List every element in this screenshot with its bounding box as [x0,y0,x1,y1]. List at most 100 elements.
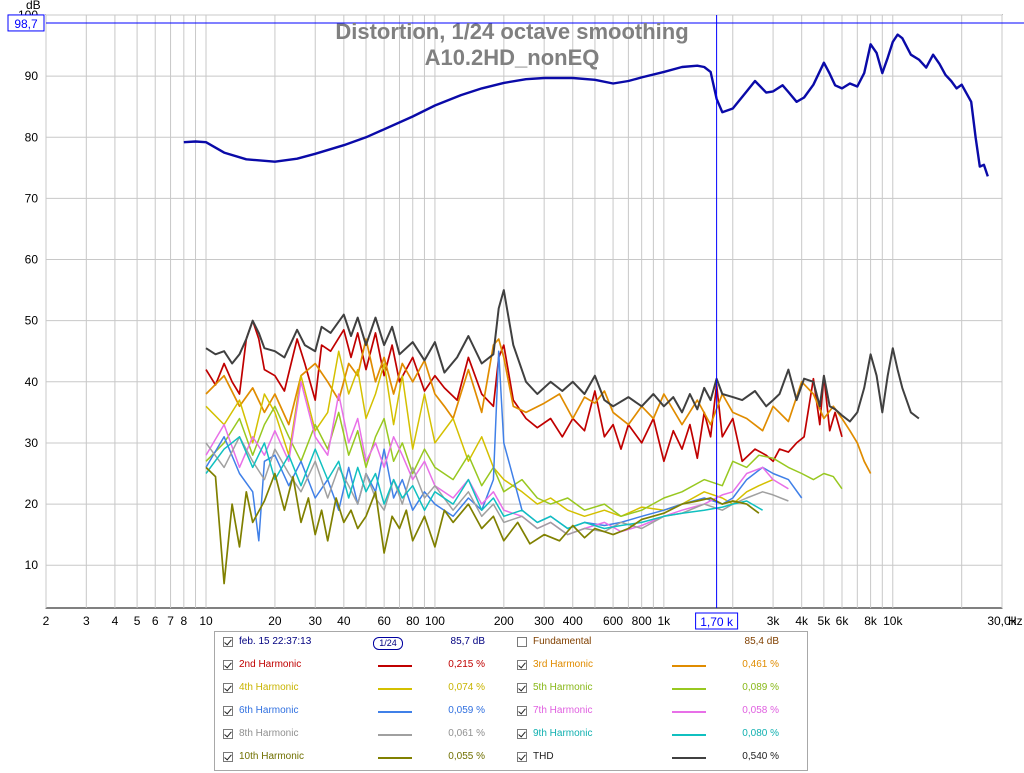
legend-item[interactable]: 10th Harmonic [223,751,304,762]
series-line-thd [205,289,920,423]
legend-checkbox[interactable] [223,682,233,693]
x-tick-label: 400 [563,614,583,628]
x-tick-label: 20 [268,614,282,628]
legend-item[interactable]: Fundamental [517,636,591,647]
legend-swatch [672,734,706,736]
legend-label: THD [533,751,554,762]
legend-row: 4th Harmonic 0,074 % 5th Harmonic 0,089 % [215,679,807,701]
x-tick-label: 8 [180,614,187,628]
y-tick-label: 40 [25,375,39,389]
legend-value: 0,059 % [448,705,485,716]
legend-row: 6th Harmonic 0,059 % 7th Harmonic 0,058 % [215,702,807,724]
legend-label: 5th Harmonic [533,682,593,693]
cursor-y-readout-box [7,14,45,32]
legend-item[interactable]: 7th Harmonic [517,705,592,716]
legend-label: 3rd Harmonic [533,659,594,670]
x-tick-label: 10k [883,614,903,628]
x-tick-label: 5k [818,614,832,628]
legend-checkbox[interactable] [223,728,233,739]
x-tick-label: 10 [199,614,213,628]
series-line-10th-harmonic [205,466,760,585]
x-tick-label: 60 [377,614,391,628]
x-tick-label: 4k [795,614,809,628]
legend-checkbox[interactable] [517,751,527,762]
legend-swatch [378,688,412,690]
x-tick-label: 30,0k [987,614,1017,628]
legend-label: 7th Harmonic [533,705,593,716]
y-tick-label: 10 [25,558,39,572]
legend-checkbox[interactable] [223,659,233,670]
cursor-y-readout: 98,7 [14,17,38,31]
legend-value: 0,061 % [448,728,485,739]
x-tick-label: 80 [406,614,420,628]
series-line-5th-harmonic [205,405,843,518]
legend-item[interactable]: 6th Harmonic [223,705,298,716]
series-line-2nd-harmonic [205,319,843,463]
y-tick-label: 90 [25,69,39,83]
y-tick-label: 80 [25,130,39,144]
legend-row: feb. 15 22:37:13 1/24 85,7 dB Fundamental 85… [215,633,807,655]
x-tick-label: 8k [864,614,878,628]
legend-checkbox[interactable] [517,636,527,647]
x-tick-label: 7 [167,614,174,628]
legend-label: 9th Harmonic [533,728,593,739]
y-tick-label: 30 [25,436,39,450]
legend-swatch [378,757,412,759]
smoothing-badge[interactable]: 1/24 [373,637,403,650]
legend-value: 0,540 % [742,751,779,762]
legend-value: 0,089 % [742,682,779,693]
legend-item[interactable]: 3rd Harmonic [517,659,593,670]
x-tick-label: 3k [767,614,781,628]
legend-swatch [672,688,706,690]
legend-swatch [378,734,412,736]
legend-value: 0,074 % [448,682,485,693]
legend-item[interactable]: 8th Harmonic [223,728,298,739]
x-tick-label: 40 [337,614,351,628]
x-tick-label: 5 [134,614,141,628]
legend-checkbox[interactable] [517,659,527,670]
legend-label: 6th Harmonic [239,705,299,716]
plot-frame [45,14,1003,609]
cursor-x-readout-box [695,612,739,630]
legend-value: 0,080 % [742,728,779,739]
chart-subtitle: A10.2HD_nonEQ [425,45,600,70]
x-tick-label: 1k [658,614,672,628]
legend-value: 0,215 % [448,659,485,670]
x-tick-label: 30 [309,614,323,628]
legend-item[interactable]: feb. 15 22:37:13 [223,636,311,647]
x-tick-label: 3 [83,614,90,628]
x-tick-label: 6k [836,614,850,628]
legend-checkbox[interactable] [223,751,233,762]
legend-value: 85,7 dB [450,636,485,647]
legend-item[interactable]: 9th Harmonic [517,728,592,739]
legend-checkbox[interactable] [517,728,527,739]
legend-panel: feb. 15 22:37:13 1/24 85,7 dB Fundamental 85… [214,631,808,771]
series-line-7th-harmonic [205,381,789,536]
legend-checkbox[interactable] [517,682,527,693]
legend-label: 4th Harmonic [239,682,299,693]
legend-checkbox[interactable] [223,636,233,647]
legend-item[interactable]: 5th Harmonic [517,682,592,693]
legend-checkbox[interactable] [223,705,233,716]
series-line-9th-harmonic [205,436,763,530]
legend-item[interactable]: THD [517,751,554,762]
legend-label: 10th Harmonic [239,751,305,762]
x-tick-label: 100 [425,614,445,628]
cursor[interactable]: 98,7 1,70 k [7,14,1024,630]
legend-checkbox[interactable] [517,705,527,716]
legend-value: 0,461 % [742,659,779,670]
legend-item[interactable]: 2nd Harmonic [223,659,301,670]
legend-row: 8th Harmonic 0,061 % 9th Harmonic 0,080 % [215,725,807,747]
x-tick-label: 4 [112,614,119,628]
y-tick-label: 70 [25,191,39,205]
cursor-x-readout: 1,70 k [700,615,734,629]
x-axis-unit: Hz [1008,614,1023,628]
legend-item[interactable]: 4th Harmonic [223,682,298,693]
legend-label: feb. 15 22:37:13 [239,636,312,647]
legend-swatch [378,711,412,713]
legend-label: Fundamental [533,636,592,647]
y-axis-ticks: 102030405060708090100 [18,8,38,572]
legend-label: 8th Harmonic [239,728,299,739]
y-axis-label: dB [26,0,41,12]
